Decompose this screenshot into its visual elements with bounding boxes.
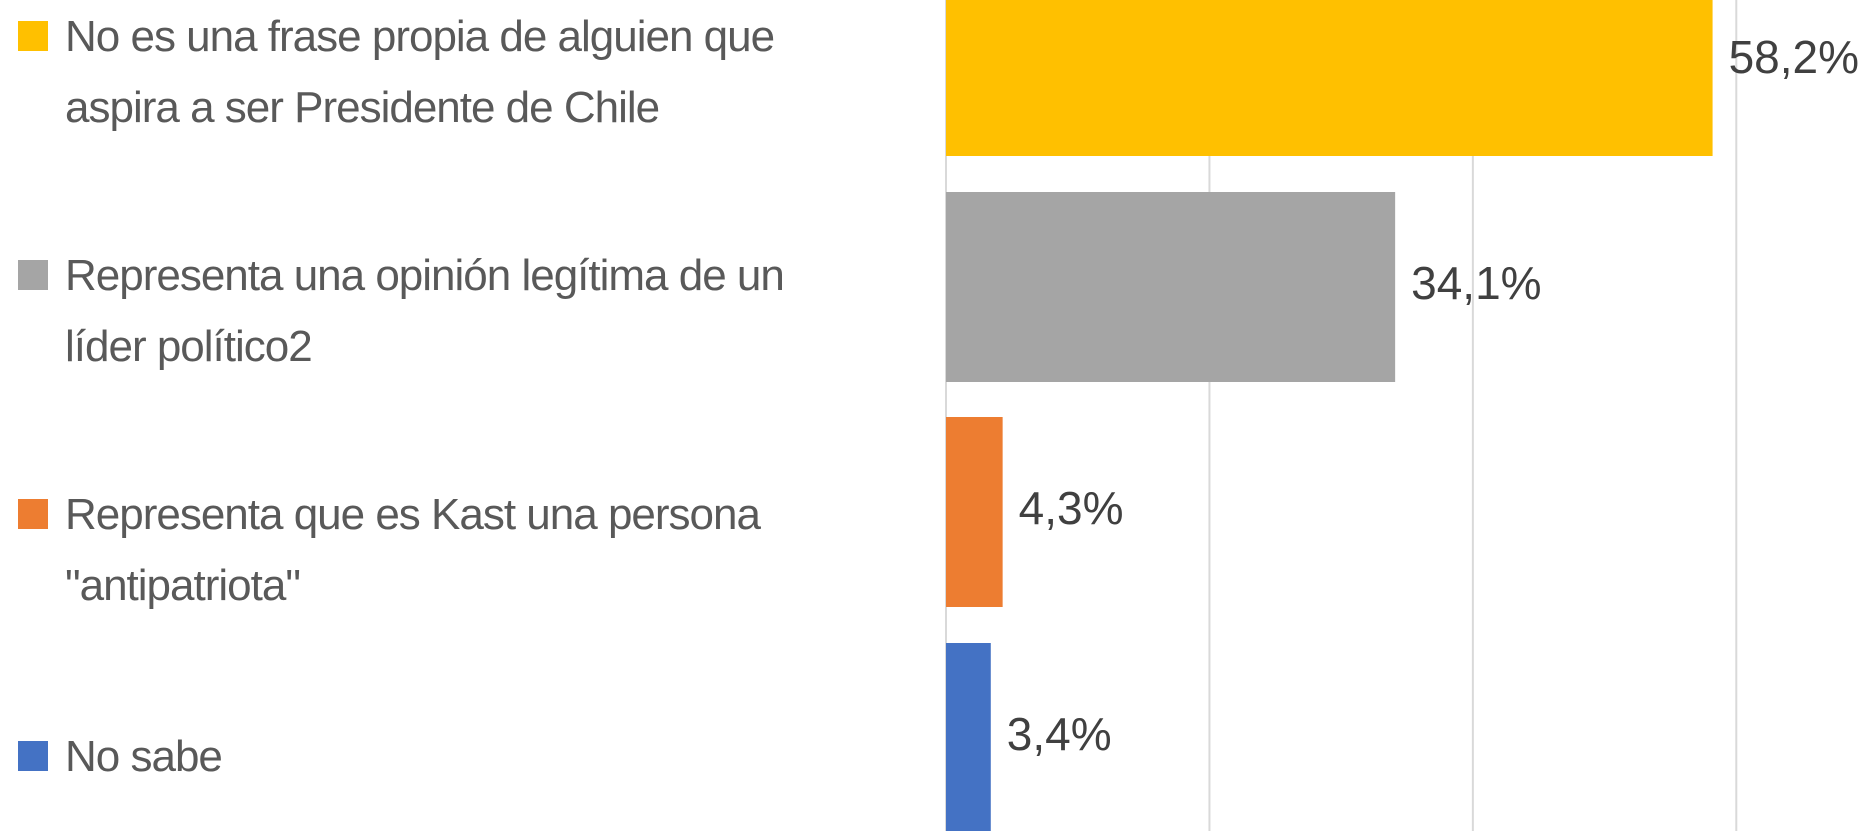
legend-label: No sabe bbox=[65, 732, 223, 781]
bar bbox=[946, 417, 1003, 607]
legend-label: No es una frase propia de alguien que as… bbox=[65, 12, 775, 132]
bar bbox=[946, 643, 991, 831]
bar bbox=[946, 0, 1713, 156]
legend-label: Representa que es Kast una persona "anti… bbox=[65, 490, 761, 610]
legend-swatch bbox=[18, 21, 48, 51]
data-label: 3,4% bbox=[1007, 708, 1112, 760]
legend-swatch bbox=[18, 499, 48, 529]
bar bbox=[946, 192, 1396, 382]
legend-label: Representa una opinión legítima de un lí… bbox=[65, 251, 785, 371]
legend-swatch bbox=[18, 260, 48, 290]
data-label: 58,2% bbox=[1729, 31, 1859, 83]
legend-swatch bbox=[18, 741, 48, 771]
data-label: 34,1% bbox=[1411, 257, 1541, 309]
data-label: 4,3% bbox=[1019, 482, 1124, 534]
